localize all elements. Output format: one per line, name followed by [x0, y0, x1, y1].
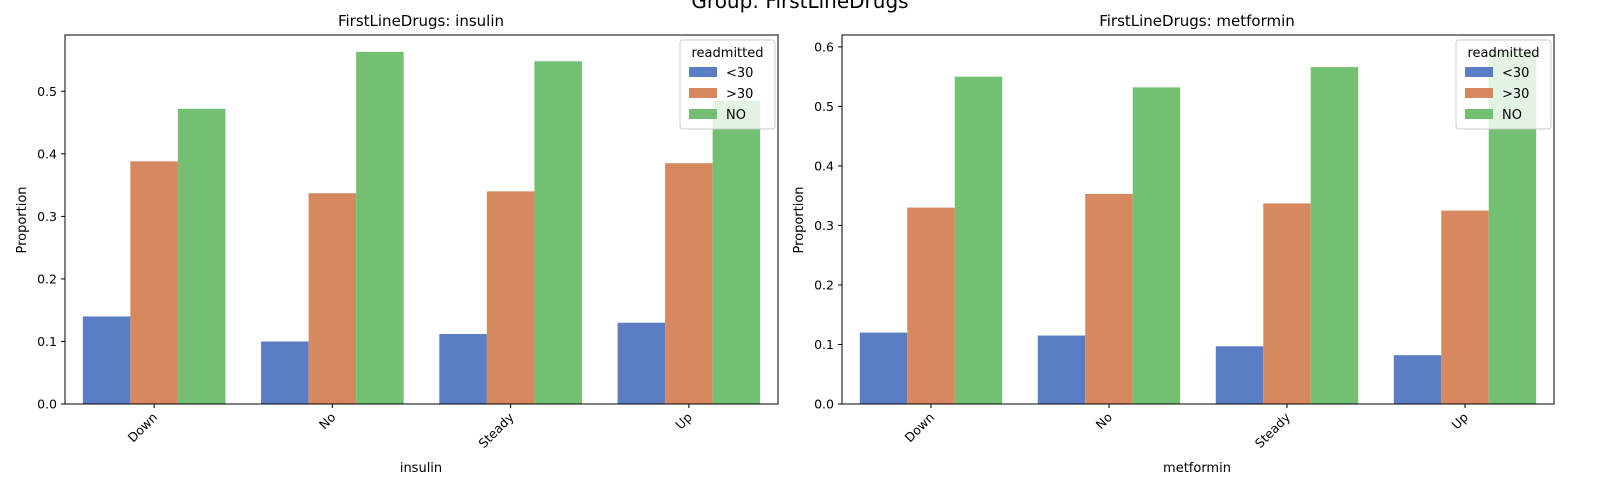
y-tick-label: 0.0 [814, 397, 834, 412]
legend-swatch [1465, 88, 1493, 98]
bar [907, 207, 955, 404]
chart-title: FirstLineDrugs: insulin [338, 12, 504, 30]
bar [261, 341, 309, 404]
legend-title: readmitted [1468, 46, 1540, 61]
bar [1037, 335, 1086, 404]
x-tick-label: Down [901, 410, 937, 446]
x-tick-label: Steady [1252, 409, 1294, 451]
x-tick-label: Up [1448, 409, 1471, 432]
legend-label: NO [1502, 108, 1522, 123]
x-axis-label: insulin [400, 461, 442, 476]
bar [486, 191, 535, 404]
y-axis-label: Proportion [792, 186, 807, 253]
legend: readmitted <30 >30 NO [679, 39, 776, 130]
legend-label: NO [726, 108, 746, 123]
bar [712, 100, 761, 404]
y-tick-label: 0.6 [814, 39, 834, 54]
axes-frame [64, 34, 779, 405]
bar [954, 76, 1003, 405]
chart-title: FirstLineDrugs: metformin [1099, 12, 1295, 30]
x-tick-label: Steady [475, 409, 517, 451]
bar [1393, 355, 1442, 404]
bar [82, 316, 131, 404]
legend-label: <30 [1502, 66, 1529, 81]
legend-label: <30 [726, 66, 753, 81]
bar [1215, 346, 1264, 404]
axes-frame [841, 34, 1555, 405]
legend-swatch [689, 67, 717, 77]
y-tick-label: 0.4 [814, 158, 834, 173]
y-tick-label: 0.2 [37, 271, 57, 286]
x-tick-label: No [1092, 410, 1115, 433]
y-tick-label: 0.3 [37, 209, 57, 224]
legend-swatch [689, 88, 717, 98]
bar [617, 322, 666, 404]
y-tick-label: 0.4 [37, 146, 57, 161]
bar [130, 161, 178, 404]
bar [859, 332, 908, 404]
bar [1132, 87, 1181, 404]
legend-box [1455, 39, 1552, 130]
bar [356, 51, 404, 404]
x-tick-label: Down [125, 410, 161, 446]
legend-swatch [689, 109, 717, 119]
bar [1085, 193, 1133, 404]
bar [665, 163, 713, 404]
chart-panel-metformin: FirstLineDrugs: metformin metformin Prop… [792, 12, 1555, 476]
bar [1263, 203, 1311, 404]
legend-label: >30 [726, 87, 753, 102]
y-tick-label: 0.1 [37, 334, 57, 349]
bar [439, 333, 487, 404]
y-tick-label: 0.1 [814, 337, 834, 352]
y-tick-label: 0.3 [814, 218, 834, 233]
bar [1441, 210, 1489, 404]
x-tick-label: No [316, 410, 339, 433]
bar [308, 193, 357, 404]
y-tick-label: 0.5 [814, 99, 834, 114]
legend: readmitted <30 >30 NO [1455, 39, 1552, 130]
legend-swatch [1465, 67, 1493, 77]
y-axis-label: Proportion [15, 186, 30, 253]
legend-label: >30 [1502, 87, 1529, 102]
x-axis-label: metformin [1163, 461, 1231, 476]
y-tick-label: 0.2 [814, 277, 834, 292]
legend-box [679, 39, 776, 130]
bar [177, 108, 226, 405]
legend-title: readmitted [692, 46, 764, 61]
legend-swatch [1465, 109, 1493, 119]
chart-panel-insulin: FirstLineDrugs: insulin insulin Proporti… [15, 12, 779, 476]
bar [534, 61, 582, 405]
bar [1310, 67, 1359, 405]
y-tick-label: 0.5 [37, 84, 57, 99]
figure-suptitle: Group: FirstLineDrugs [691, 0, 908, 13]
x-tick-label: Up [672, 409, 695, 432]
y-tick-label: 0.0 [37, 397, 57, 412]
